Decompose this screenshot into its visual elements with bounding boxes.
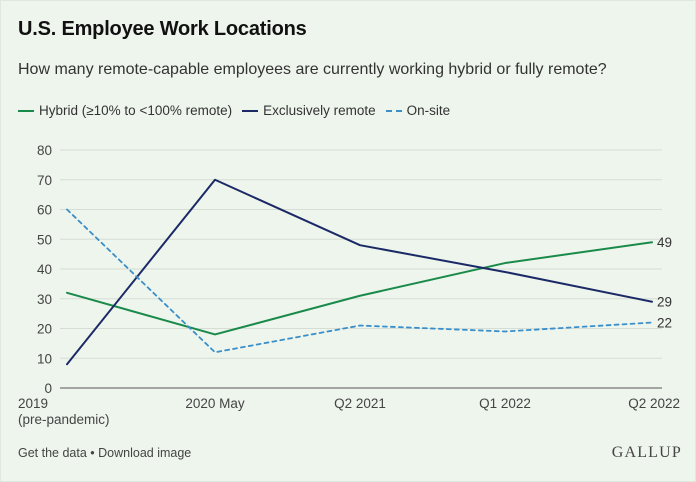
legend-label-onsite: On-site	[406, 103, 451, 118]
chart-title: U.S. Employee Work Locations	[18, 18, 307, 40]
gallup-logo: GALLUP	[611, 444, 682, 461]
x-tick-label: 2019	[18, 396, 48, 411]
x-tick-label: Q1 2022	[479, 396, 531, 411]
y-tick-label: 70	[37, 173, 52, 188]
legend-item-remote: Exclusively remote	[242, 103, 376, 118]
legend-swatch-hybrid	[18, 109, 34, 112]
y-tick-label: 30	[37, 292, 52, 307]
download-image-link[interactable]: Download image	[98, 446, 192, 460]
y-tick-label: 20	[37, 322, 52, 337]
data-label-hybrid: 49	[657, 235, 672, 250]
x-tick-label: (pre-pandemic)	[18, 412, 110, 427]
y-tick-label: 10	[37, 351, 52, 366]
series-line-hybrid	[66, 241, 653, 336]
legend-item-onsite: On-site	[385, 103, 451, 118]
series-line-remote	[66, 178, 653, 366]
legend-label-hybrid: Hybrid (≥10% to <100% remote)	[39, 103, 233, 118]
footer-separator: •	[86, 446, 99, 460]
y-tick-label: 60	[37, 203, 52, 218]
legend-swatch-remote	[242, 109, 259, 112]
y-tick-label: 50	[37, 232, 52, 247]
data-label-remote: 29	[657, 295, 672, 310]
chart-subtitle: How many remote-capable employees are cu…	[18, 61, 607, 78]
series-line-onsite	[66, 208, 653, 354]
y-tick-label: 80	[37, 143, 52, 158]
legend-swatch-onsite	[385, 109, 402, 112]
x-tick-label: Q2 2022	[628, 396, 680, 411]
chart-legend: Hybrid (≥10% to <100% remote) Exclusivel…	[18, 103, 460, 118]
footer-links: Get the data • Download image	[18, 446, 191, 460]
get-data-link[interactable]: Get the data	[18, 446, 87, 460]
legend-label-remote: Exclusively remote	[263, 103, 376, 118]
x-tick-label: 2020 May	[185, 396, 245, 411]
y-tick-label: 40	[37, 262, 52, 277]
y-tick-label: 0	[44, 381, 52, 396]
x-tick-label: Q2 2021	[334, 396, 386, 411]
data-label-onsite: 22	[657, 316, 672, 331]
legend-item-hybrid: Hybrid (≥10% to <100% remote)	[18, 103, 232, 118]
